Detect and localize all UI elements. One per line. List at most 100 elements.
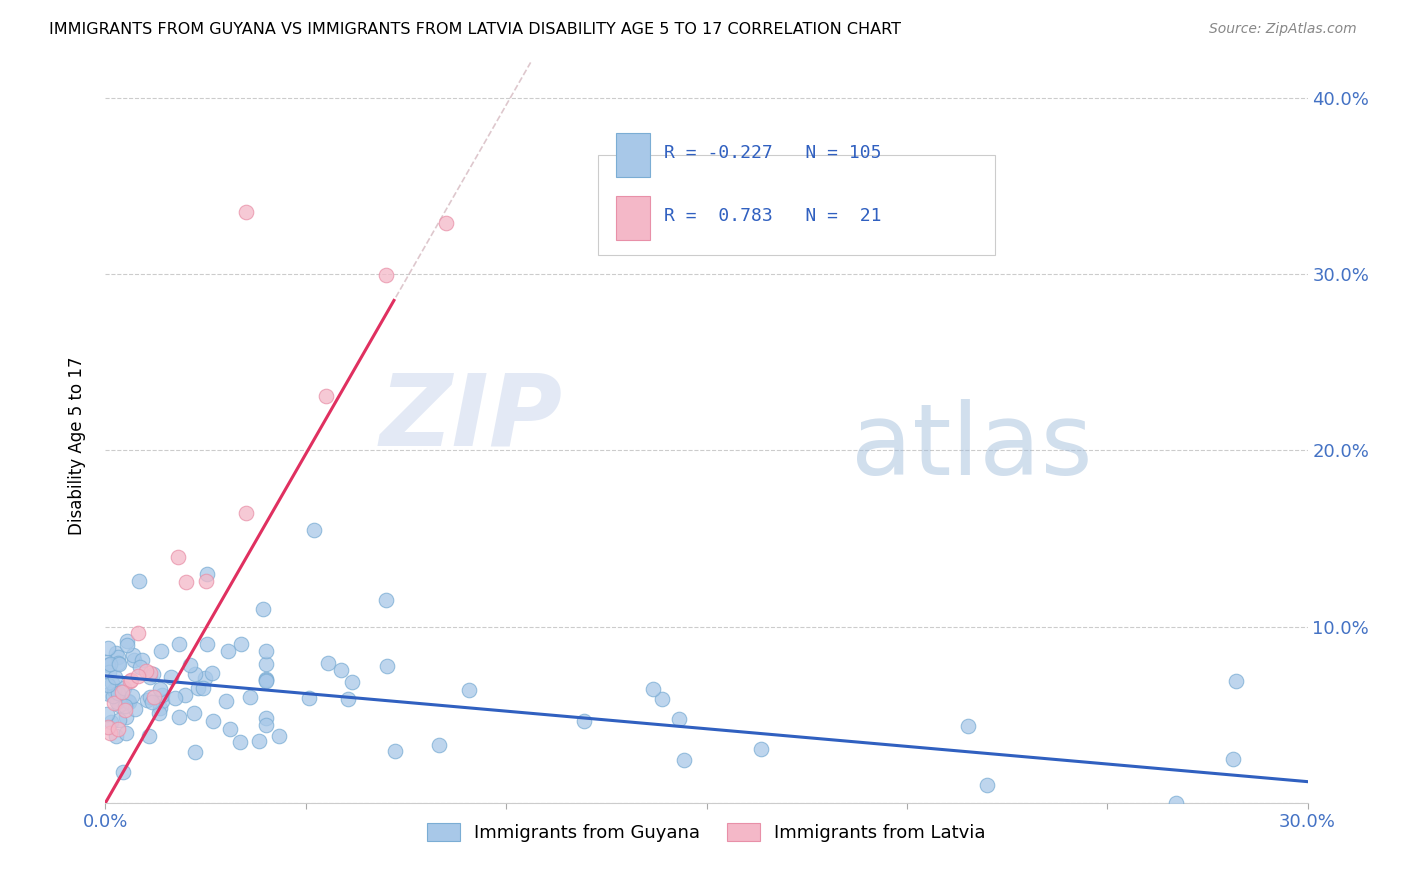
Text: IMMIGRANTS FROM GUYANA VS IMMIGRANTS FROM LATVIA DISABILITY AGE 5 TO 17 CORRELAT: IMMIGRANTS FROM GUYANA VS IMMIGRANTS FRO…: [49, 22, 901, 37]
Point: [121, 690, 143, 704]
Point: [138, 690, 160, 705]
Point: [298, 691, 321, 706]
Point: [100, 715, 122, 730]
Point: [107, 722, 129, 736]
Point: [375, 268, 398, 282]
Point: [315, 389, 337, 403]
Point: [135, 664, 157, 678]
Point: [457, 682, 479, 697]
Point: [267, 729, 290, 743]
Text: ZIP: ZIP: [380, 369, 562, 467]
FancyBboxPatch shape: [599, 155, 995, 255]
Point: [108, 698, 131, 713]
Text: Source: ZipAtlas.com: Source: ZipAtlas.com: [1209, 22, 1357, 37]
Point: [118, 695, 141, 709]
Point: [117, 633, 139, 648]
Point: [167, 637, 190, 651]
Point: [375, 593, 398, 607]
Point: [138, 729, 160, 743]
Point: [120, 673, 142, 687]
Point: [304, 523, 326, 537]
Point: [183, 706, 205, 720]
Point: [191, 681, 214, 696]
Point: [107, 656, 129, 670]
Point: [97, 657, 120, 672]
Point: [329, 663, 352, 677]
Point: [184, 666, 207, 681]
Point: [120, 674, 142, 689]
Point: [340, 674, 363, 689]
Point: [643, 681, 665, 696]
Point: [149, 701, 172, 715]
Point: [98, 726, 121, 740]
Point: [219, 722, 242, 736]
Point: [114, 703, 136, 717]
Point: [239, 690, 262, 705]
Point: [112, 765, 135, 780]
Point: [103, 696, 125, 710]
Point: [131, 652, 153, 666]
Text: atlas: atlas: [851, 399, 1092, 496]
Text: Disability Age 5 to 17: Disability Age 5 to 17: [69, 357, 86, 535]
Point: [107, 686, 129, 700]
Point: [97, 678, 120, 692]
Point: [957, 718, 980, 732]
Point: [150, 688, 173, 702]
Bar: [616, 133, 650, 178]
Point: [96, 655, 118, 669]
Point: [166, 549, 188, 564]
Point: [103, 683, 125, 698]
Point: [184, 745, 207, 759]
Point: [749, 741, 772, 756]
Point: [235, 506, 257, 520]
Point: [201, 714, 224, 728]
Point: [135, 693, 157, 707]
Point: [229, 735, 252, 749]
Point: [254, 644, 277, 658]
Point: [174, 575, 197, 590]
Point: [572, 714, 595, 728]
Point: [107, 713, 129, 727]
Text: R = -0.227   N = 105: R = -0.227 N = 105: [665, 144, 882, 161]
Point: [128, 574, 150, 589]
Point: [96, 706, 118, 721]
Point: [122, 648, 145, 662]
Point: [1222, 751, 1244, 765]
Point: [122, 653, 145, 667]
Point: [254, 711, 277, 725]
Point: [215, 694, 238, 708]
Point: [337, 692, 360, 706]
Point: [163, 691, 186, 706]
Point: [187, 681, 209, 695]
Point: [117, 638, 139, 652]
Point: [217, 644, 239, 658]
Point: [375, 658, 398, 673]
Point: [96, 640, 118, 655]
Point: [98, 657, 121, 671]
Point: [434, 215, 457, 229]
Point: [108, 683, 131, 698]
Point: [169, 709, 191, 723]
Point: [114, 681, 136, 695]
Point: [1164, 796, 1187, 810]
Point: [247, 734, 270, 748]
Point: [254, 657, 277, 672]
Point: [127, 668, 149, 682]
Text: R =  0.783   N =  21: R = 0.783 N = 21: [665, 208, 882, 226]
Point: [142, 690, 165, 705]
Point: [149, 681, 172, 696]
Point: [976, 778, 998, 792]
Point: [159, 670, 181, 684]
Point: [254, 717, 277, 731]
Point: [195, 566, 218, 581]
Point: [235, 205, 257, 219]
Legend: Immigrants from Guyana, Immigrants from Latvia: Immigrants from Guyana, Immigrants from …: [420, 815, 993, 849]
Point: [229, 637, 252, 651]
Point: [115, 726, 138, 740]
Point: [384, 744, 406, 758]
Point: [427, 738, 450, 752]
Point: [200, 666, 222, 681]
Point: [254, 672, 277, 686]
Point: [1225, 674, 1247, 689]
Point: [195, 637, 218, 651]
